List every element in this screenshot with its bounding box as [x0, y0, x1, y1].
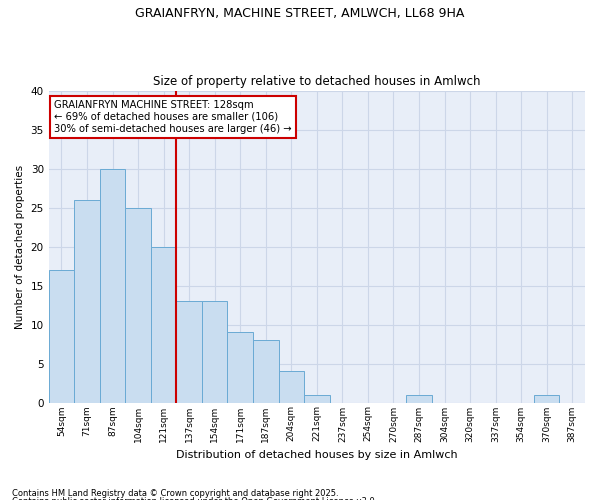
Y-axis label: Number of detached properties: Number of detached properties — [15, 164, 25, 329]
Bar — [534, 394, 559, 402]
Text: Contains public sector information licensed under the Open Government Licence v3: Contains public sector information licen… — [12, 498, 377, 500]
Bar — [227, 332, 253, 402]
Bar — [406, 394, 432, 402]
Text: GRAIANFRYN, MACHINE STREET, AMLWCH, LL68 9HA: GRAIANFRYN, MACHINE STREET, AMLWCH, LL68… — [136, 8, 464, 20]
Bar — [304, 394, 329, 402]
Bar — [74, 200, 100, 402]
Bar — [176, 302, 202, 402]
Bar — [202, 302, 227, 402]
Bar — [151, 247, 176, 402]
Bar — [100, 169, 125, 402]
Title: Size of property relative to detached houses in Amlwch: Size of property relative to detached ho… — [153, 76, 481, 88]
Text: GRAIANFRYN MACHINE STREET: 128sqm
← 69% of detached houses are smaller (106)
30%: GRAIANFRYN MACHINE STREET: 128sqm ← 69% … — [54, 100, 292, 134]
Text: Contains HM Land Registry data © Crown copyright and database right 2025.: Contains HM Land Registry data © Crown c… — [12, 488, 338, 498]
X-axis label: Distribution of detached houses by size in Amlwch: Distribution of detached houses by size … — [176, 450, 458, 460]
Bar — [125, 208, 151, 402]
Bar — [253, 340, 278, 402]
Bar — [278, 372, 304, 402]
Bar — [49, 270, 74, 402]
